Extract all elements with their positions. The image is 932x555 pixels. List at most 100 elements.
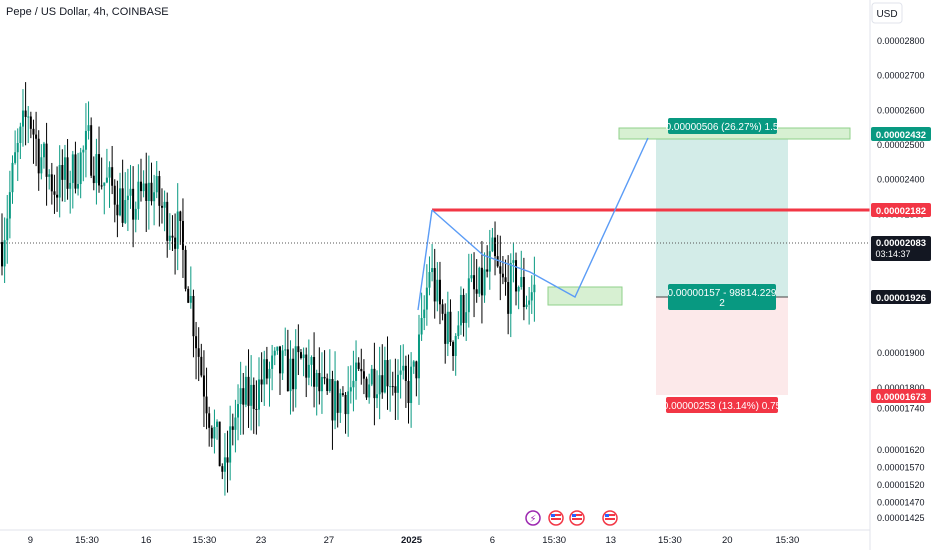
- candle-body: [286, 349, 289, 392]
- candle-body: [242, 388, 245, 405]
- time-axis[interactable]: 9 15:30 16 15:30 23 27 2025 6 15:30 13 15:30 20 15:3…: [0, 529, 870, 546]
- price-tick-label: 0.00001900: [877, 348, 925, 358]
- stop-info-text: 0.00000253 (13.14%) 0.75: [663, 401, 782, 412]
- time-tick-label: 15:30: [75, 535, 99, 546]
- candle-body: [50, 174, 53, 192]
- candle-body: [323, 376, 326, 379]
- candle-body: [465, 312, 468, 323]
- us-flag-event-icon[interactable]: [548, 510, 564, 526]
- candle-body: [399, 370, 402, 375]
- price-scale[interactable]: 0.00002800 0.00002700 0.00002600 0.00002500…: [869, 0, 931, 550]
- projection-line[interactable]: [431, 137, 649, 298]
- candle-body: [53, 191, 56, 195]
- candle-body: [61, 165, 64, 180]
- us-flag-event-icon[interactable]: [569, 510, 585, 526]
- price-tick-label: 0.00001520: [877, 480, 925, 490]
- candle-body: [488, 251, 491, 272]
- candle-body: [27, 116, 30, 118]
- candle-body: [517, 287, 520, 292]
- entry-info-text: 0.00000157 - 98814.229: [668, 288, 777, 299]
- stop-info-label: 0.00000253 (13.14%) 0.75: [663, 397, 782, 413]
- price-tick-label: 0.00001620: [877, 445, 925, 455]
- time-tick-label: 15:30: [542, 535, 566, 546]
- target-zone[interactable]: [656, 135, 788, 297]
- event-icons[interactable]: ⚡: [525, 510, 618, 526]
- price-tick-label: 0.00001425: [877, 513, 925, 523]
- lightning-event-icon[interactable]: [525, 510, 541, 526]
- candle-body: [176, 211, 179, 249]
- currency-button[interactable]: [871, 2, 903, 24]
- candle-body: [252, 384, 255, 409]
- candle-body: [294, 346, 297, 390]
- target-price-text: 0.00002432: [876, 130, 926, 141]
- candle-body: [160, 205, 163, 208]
- stop-price-text: 0.00001673: [876, 392, 926, 403]
- target-info-text: 0.00000506 (26.27%) 1.5: [666, 122, 779, 133]
- candle-body: [315, 372, 318, 387]
- candle-body: [444, 313, 447, 344]
- candle-body: [87, 125, 90, 131]
- candle-body: [289, 358, 292, 392]
- candle-body: [166, 201, 169, 241]
- candle-body: [184, 249, 187, 289]
- candle-body: [100, 185, 103, 187]
- candle-body: [341, 393, 344, 395]
- candle-body: [108, 167, 111, 178]
- candle-body: [58, 165, 61, 198]
- candle-body: [368, 384, 371, 398]
- stop-zone[interactable]: [656, 297, 788, 395]
- candle-body: [389, 386, 392, 388]
- candle-body: [11, 162, 14, 193]
- candle-body: [158, 176, 161, 206]
- candle-body: [501, 273, 504, 278]
- candle-body: [507, 282, 510, 314]
- candle-body: [415, 361, 418, 379]
- candle-body: [265, 359, 268, 379]
- candle-body: [192, 295, 195, 337]
- candle-body: [459, 294, 462, 326]
- candle-body: [310, 356, 313, 365]
- candle-body: [103, 182, 106, 186]
- candle-body: [320, 376, 323, 392]
- candle-body: [349, 387, 352, 392]
- candle-body: [226, 457, 229, 463]
- candle-body: [438, 279, 441, 305]
- candle-body: [174, 237, 177, 249]
- candle-body: [297, 346, 300, 353]
- us-flag-event-icon[interactable]: [602, 510, 618, 526]
- candle-body: [63, 157, 66, 180]
- time-tick-label: 23: [256, 535, 267, 546]
- candle-body: [512, 260, 515, 263]
- candle-body: [260, 379, 263, 385]
- buy-zone[interactable]: [547, 286, 623, 306]
- candle-body: [14, 152, 17, 163]
- candle-body: [171, 235, 174, 238]
- candle-body: [273, 350, 276, 356]
- candle-body: [339, 393, 342, 413]
- pattern-line-left[interactable]: [417, 209, 433, 311]
- candle-body: [189, 295, 192, 303]
- candle-body: [181, 220, 184, 250]
- candle-body: [24, 110, 27, 117]
- candle-body: [386, 360, 389, 387]
- candle-body: [404, 365, 407, 381]
- candle-body: [307, 364, 310, 378]
- time-tick-label: 6: [490, 535, 495, 546]
- candle-body: [394, 386, 397, 393]
- candle-body: [530, 292, 533, 301]
- candle-body: [92, 175, 95, 184]
- candle-body: [237, 404, 240, 418]
- candle-body: [168, 235, 171, 241]
- candle-body: [462, 294, 465, 323]
- candle-body: [446, 311, 449, 344]
- price-tick-label: 0.00002700: [877, 71, 925, 81]
- candle-body: [431, 268, 434, 273]
- candle-body: [35, 134, 38, 139]
- entry-info-label: 0.00000157 - 98814.229 2: [668, 284, 777, 310]
- candle-body: [121, 188, 124, 223]
- countdown-text: 03:14:37: [875, 249, 910, 259]
- candle-body: [69, 182, 72, 189]
- candle-body: [344, 394, 347, 415]
